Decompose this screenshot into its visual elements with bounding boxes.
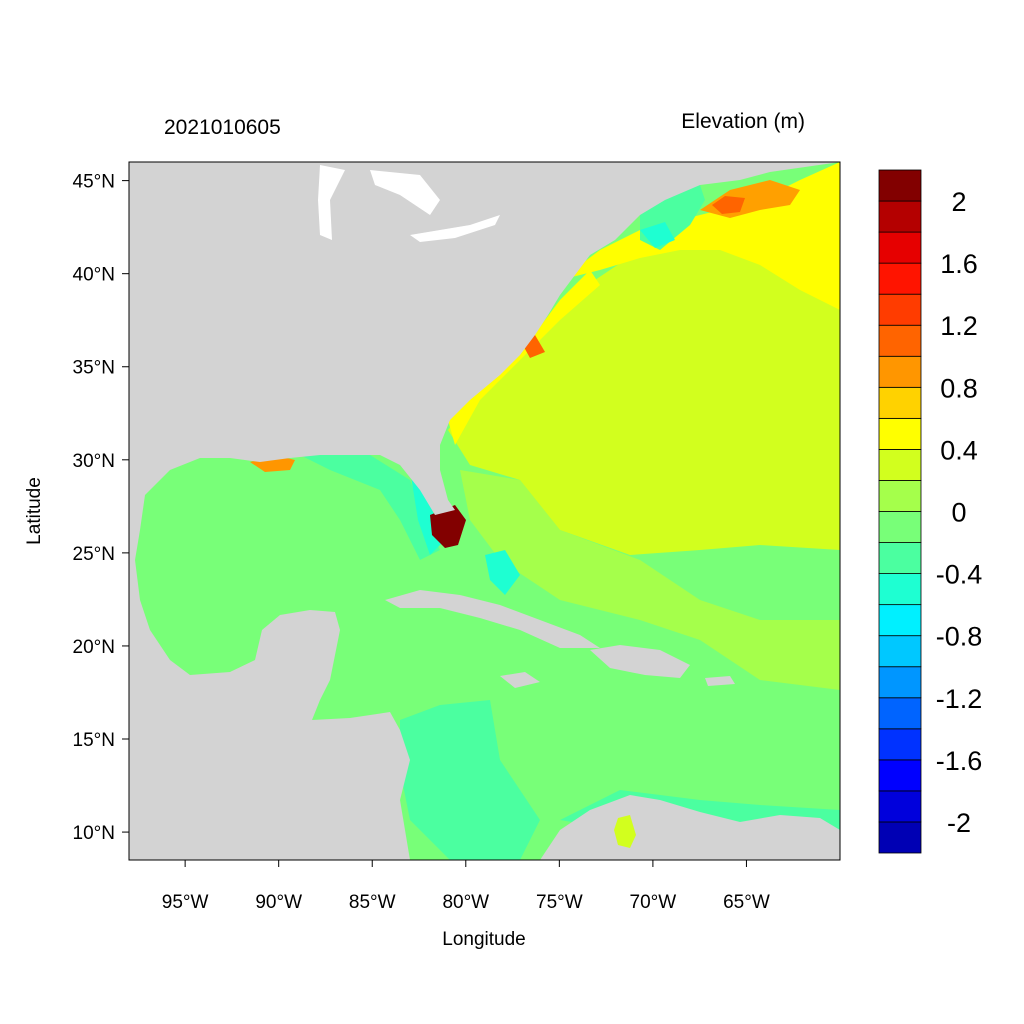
colorbar-label: 1.6	[940, 249, 978, 279]
x-tick-label: 85°W	[349, 892, 396, 913]
great-lakes	[318, 165, 500, 242]
x-tick-label: 90°W	[255, 892, 302, 913]
gulf-of-maine-peak	[712, 196, 745, 214]
plot-frame	[128, 161, 841, 861]
colorbar-swatch	[878, 728, 922, 761]
coastal-yellow-band	[448, 270, 600, 445]
x-axis-title: Longitude	[442, 929, 525, 950]
x-axis: 95°W 90°W 85°W 80°W 75°W 70°W 65°W	[162, 860, 770, 913]
colorbar-swatch	[878, 200, 922, 233]
y-axis: 45°N 40°N 35°N 30°N 25°N 20°N 15°N 10°N	[73, 172, 129, 844]
colorbar-label: -1.2	[936, 684, 983, 714]
y-tick-label: 25°N	[73, 544, 115, 565]
long-island-low	[640, 222, 675, 248]
colorbar-label: -2	[947, 808, 971, 838]
colorbar-label: -0.4	[936, 560, 983, 590]
x-tick-label: 80°W	[442, 892, 489, 913]
map-plot-area	[129, 162, 840, 860]
y-tick-label: 35°N	[73, 358, 115, 379]
colorbar-swatch	[878, 169, 922, 202]
elevation-band-0.2-0.4	[448, 220, 840, 555]
colorbar-swatch	[878, 790, 922, 823]
south-florida-surge	[430, 505, 466, 548]
colorbar-swatch	[878, 449, 922, 481]
variable-title: Elevation (m)	[681, 110, 805, 133]
colorbar-swatch	[878, 697, 922, 730]
land-hispaniola	[590, 645, 690, 678]
land-cuba	[385, 590, 600, 648]
y-tick-label: 45°N	[73, 172, 115, 193]
y-tick-label: 15°N	[73, 730, 115, 751]
x-tick-label: 70°W	[630, 892, 677, 913]
x-tick-label: 75°W	[536, 892, 583, 913]
florida-shelf-low	[300, 455, 440, 560]
colorbar-swatch	[878, 324, 922, 357]
colorbar-label: 0.8	[940, 373, 978, 403]
colorbar-swatch	[878, 231, 922, 264]
land-jamaica	[500, 672, 540, 688]
colorbar-swatch	[878, 293, 922, 326]
colorbar-swatch	[878, 604, 922, 637]
colorbar-label: 0	[951, 498, 966, 528]
colorbar-swatch	[878, 542, 922, 574]
x-tick-label: 95°W	[162, 892, 209, 913]
y-tick-label: 40°N	[73, 265, 115, 286]
y-tick-label: 20°N	[73, 637, 115, 658]
lake-maracaibo	[614, 815, 636, 848]
land-north-america	[129, 162, 840, 860]
colorbar	[878, 169, 922, 854]
y-tick-label: 30°N	[73, 451, 115, 472]
colorbar-labels: -2 -1.6 -1.2 -0.8 -0.4 0 0.4 0.8 1.2 1.6 2	[936, 187, 983, 838]
colorbar-label: 2	[951, 187, 966, 217]
colorbar-label: -1.6	[936, 746, 983, 776]
elevation-band-0-0.2	[460, 470, 840, 690]
timestamp-label: 2021010605	[164, 116, 281, 139]
colorbar-label: 0.4	[940, 435, 978, 465]
caribbean-low-west	[400, 700, 540, 860]
y-axis-title: Latitude	[24, 477, 45, 545]
colorbar-swatch	[878, 759, 922, 792]
y-tick-label: 10°N	[73, 823, 115, 844]
colorbar-swatch	[878, 511, 922, 543]
colorbar-swatch	[878, 386, 922, 419]
colorbar-swatch	[878, 821, 922, 854]
colorbar-swatch	[878, 417, 922, 450]
colorbar-swatch	[878, 635, 922, 668]
colorbar-swatch	[878, 262, 922, 295]
bahamas-low	[485, 550, 520, 595]
colorbar-swatch	[878, 480, 922, 512]
land-south-america	[540, 795, 840, 860]
colorbar-label: 1.2	[940, 311, 978, 341]
colorbar-swatch	[878, 573, 922, 606]
x-tick-label: 65°W	[723, 892, 770, 913]
colorbar-label: -0.8	[936, 622, 983, 652]
land-puerto-rico	[705, 676, 735, 686]
colorbar-swatch	[878, 355, 922, 388]
colorbar-swatch	[878, 666, 922, 699]
